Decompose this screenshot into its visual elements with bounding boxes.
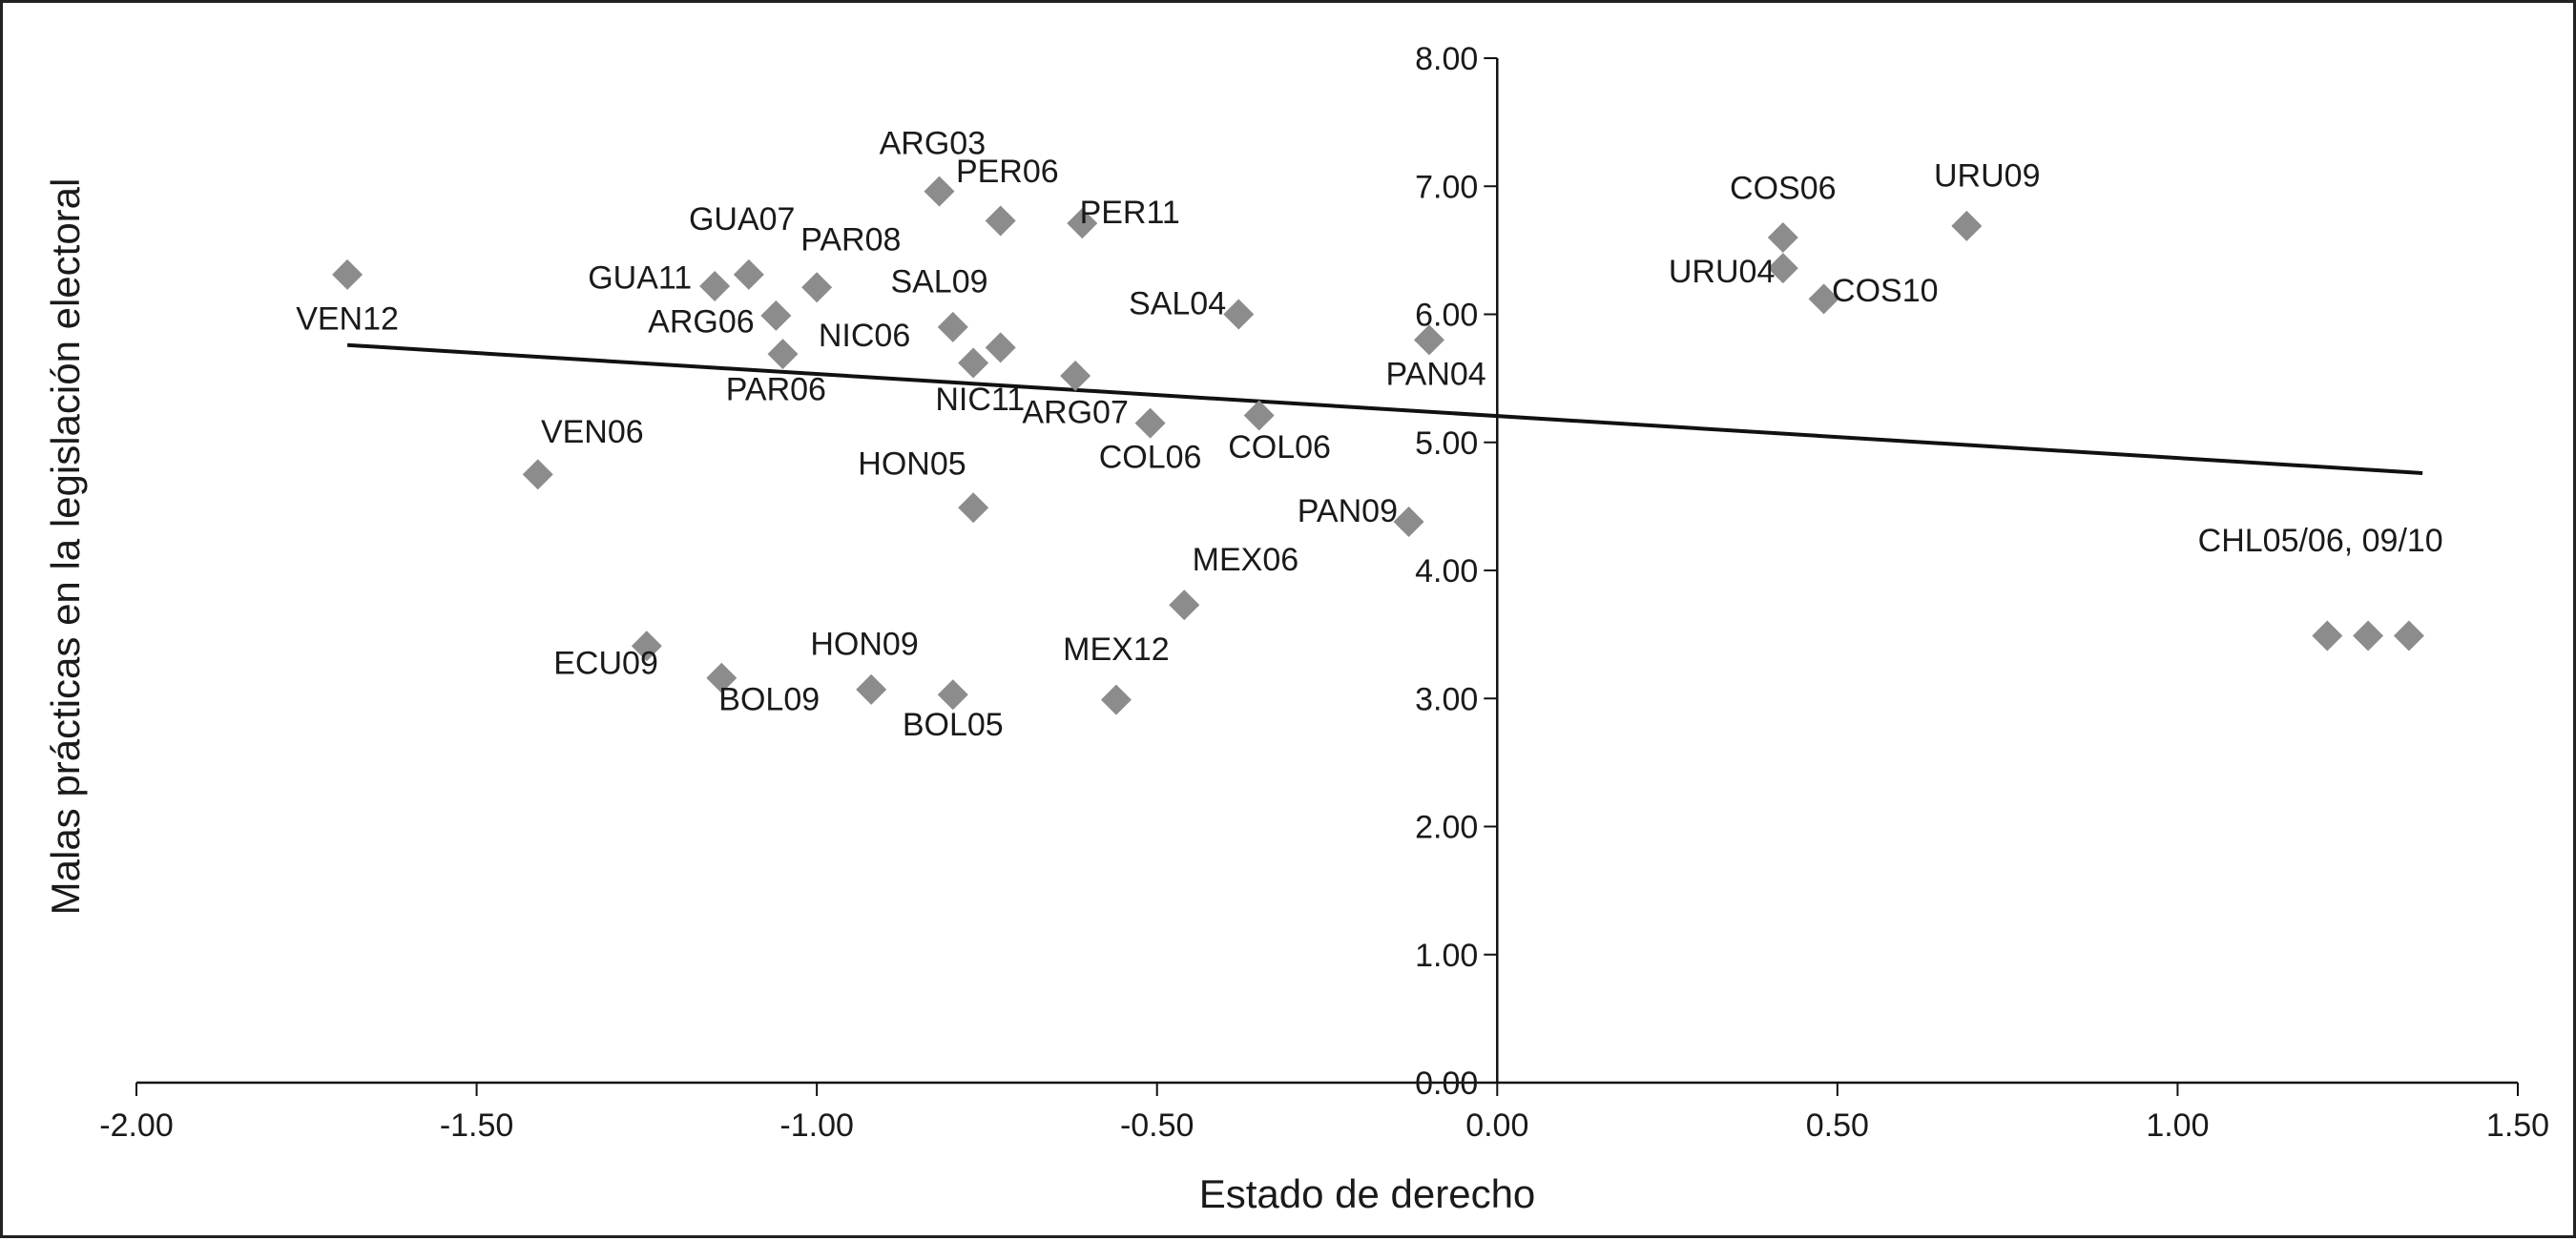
data-point — [1223, 299, 1255, 330]
point-label: BOL05 — [903, 707, 1004, 743]
data-point — [1951, 210, 1983, 241]
x-tick-label: -2.00 — [99, 1107, 174, 1144]
point-label: BOL09 — [718, 681, 820, 717]
y-tick-label: 4.00 — [1415, 553, 1478, 589]
data-point — [937, 679, 968, 711]
point-label: COS10 — [1832, 273, 1939, 309]
y-tick-label: 5.00 — [1415, 425, 1478, 462]
y-tick-label: 1.00 — [1415, 938, 1478, 974]
data-point — [760, 300, 792, 331]
point-label: GUA07 — [689, 201, 796, 238]
data-point — [1808, 283, 1839, 315]
point-label: HON05 — [858, 445, 966, 482]
x-axis-title: Estado de derecho — [1199, 1171, 1536, 1216]
data-point — [1060, 360, 1091, 391]
y-tick-label: 3.00 — [1415, 681, 1478, 717]
x-tick-label: 1.50 — [2486, 1107, 2549, 1144]
data-point — [1393, 506, 1424, 537]
point-label: VEN06 — [541, 414, 644, 450]
point-label: COL06 — [1099, 440, 1202, 476]
point-label: MEX06 — [1193, 542, 1299, 578]
data-point — [1134, 407, 1166, 439]
data-point — [332, 259, 364, 290]
data-point — [2353, 620, 2384, 652]
data-point — [2312, 620, 2343, 652]
point-label: SAL09 — [890, 264, 987, 300]
point-label: ARG07 — [1022, 395, 1129, 431]
data-point — [706, 662, 737, 693]
data-point — [699, 270, 731, 301]
point-label: HON09 — [810, 627, 918, 663]
data-point — [958, 492, 989, 524]
data-point — [733, 259, 764, 290]
y-tick-label: 0.00 — [1415, 1065, 1478, 1102]
x-tick-label: -1.00 — [779, 1107, 854, 1144]
data-point — [1067, 208, 1098, 239]
point-label: CHL05/06, 09/10 — [2198, 523, 2443, 559]
point-label: URU04 — [1669, 254, 1775, 290]
point-label: GUA11 — [588, 260, 692, 297]
point-label: PAN04 — [1385, 356, 1485, 392]
point-label: URU09 — [1934, 157, 2040, 194]
data-point — [801, 272, 833, 303]
data-point — [856, 673, 887, 705]
data-point — [631, 631, 662, 662]
y-tick-label: 8.00 — [1415, 41, 1478, 77]
point-label: PAN09 — [1298, 493, 1398, 529]
x-tick-label: 1.00 — [2146, 1107, 2209, 1144]
data-point — [937, 311, 968, 342]
y-tick-label: 6.00 — [1415, 298, 1478, 334]
points-group — [332, 176, 2424, 715]
point-label: NIC11 — [935, 382, 1025, 418]
point-label: VEN12 — [296, 301, 399, 338]
data-point — [1169, 589, 1200, 621]
point-label: COL06 — [1228, 429, 1331, 465]
data-point — [1767, 253, 1798, 284]
data-point — [1767, 221, 1798, 253]
data-point — [2393, 620, 2424, 652]
data-point — [985, 332, 1016, 363]
data-point — [958, 347, 989, 379]
point-label: COS06 — [1730, 171, 1837, 207]
point-label: ARG03 — [880, 126, 987, 162]
point-label: PAR08 — [800, 221, 901, 258]
data-point — [1243, 400, 1275, 431]
trend-line — [346, 342, 2423, 475]
data-point — [985, 205, 1016, 237]
trendline-group — [346, 342, 2423, 475]
point-label: PER06 — [956, 154, 1059, 190]
data-point — [1100, 684, 1132, 715]
x-tick-label: 0.50 — [1806, 1107, 1869, 1144]
point-label: SAL04 — [1129, 286, 1226, 322]
data-point — [1413, 324, 1444, 356]
y-axis-title: Malas prácticas en la legislación electo… — [43, 178, 88, 916]
point-labels-group: VEN12 VEN06 ECU09 BOL09 GUA11 GUA07 ARG06 PAR06… — [296, 126, 2443, 743]
data-point — [522, 459, 553, 490]
point-label: MEX12 — [1063, 631, 1170, 668]
point-label: PER11 — [1080, 195, 1180, 231]
x-tick-label: -1.50 — [440, 1107, 514, 1144]
y-tick-label: 2.00 — [1415, 810, 1478, 846]
data-point — [924, 176, 955, 207]
x-tick-label: -0.50 — [1120, 1107, 1195, 1144]
y-tick-label: 7.00 — [1415, 169, 1478, 205]
point-label: ARG06 — [648, 303, 755, 340]
point-label: PAR06 — [726, 371, 826, 407]
point-label: NIC06 — [819, 318, 910, 354]
point-label: ECU09 — [553, 646, 658, 682]
data-point — [767, 339, 799, 370]
axes: -2.00 -1.50 -1.00 -0.50 0.00 0.50 1.00 1.50 0.00… — [99, 41, 2549, 1144]
scatter-chart: -2.00 -1.50 -1.00 -0.50 0.00 0.50 1.00 1.50 0.00… — [43, 41, 2549, 1216]
x-tick-label: 0.00 — [1465, 1107, 1528, 1144]
